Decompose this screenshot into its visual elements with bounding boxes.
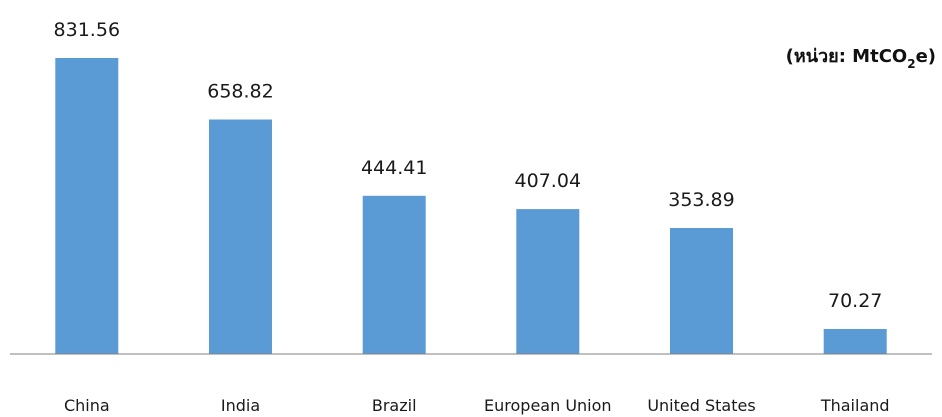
category-label-india: India [221,396,260,415]
value-label-brazil: 444.41 [361,157,427,179]
unit-label: (หน่วย: MtCO2e) [786,46,936,71]
unit-label-suffix: e) [916,46,936,67]
category-label-european-union: European Union [484,396,612,415]
bar-china [55,58,119,354]
category-label-china: China [64,396,110,415]
bars-group [55,58,887,354]
category-label-united-states: United States [647,396,755,415]
value-labels-group: 831.56 658.82 444.41 407.04 353.89 70.27 [54,19,883,312]
bar-brazil [362,195,426,354]
unit-label-subscript: 2 [907,57,915,71]
value-label-european-union: 407.04 [515,170,581,192]
bar-european-union [516,209,580,354]
bar-india [209,119,272,354]
category-label-thailand: Thailand [820,396,890,415]
value-label-india: 658.82 [207,81,273,103]
value-label-united-states: 353.89 [668,189,734,211]
bar-thailand [823,329,887,354]
bar-united-states [670,228,733,354]
value-label-thailand: 70.27 [828,290,882,312]
value-label-china: 831.56 [54,19,120,41]
category-label-brazil: Brazil [372,396,417,415]
unit-label-prefix: (หน่วย: MtCO [786,46,908,67]
category-labels-group: China India Brazil European Union United Sta… [64,396,890,415]
